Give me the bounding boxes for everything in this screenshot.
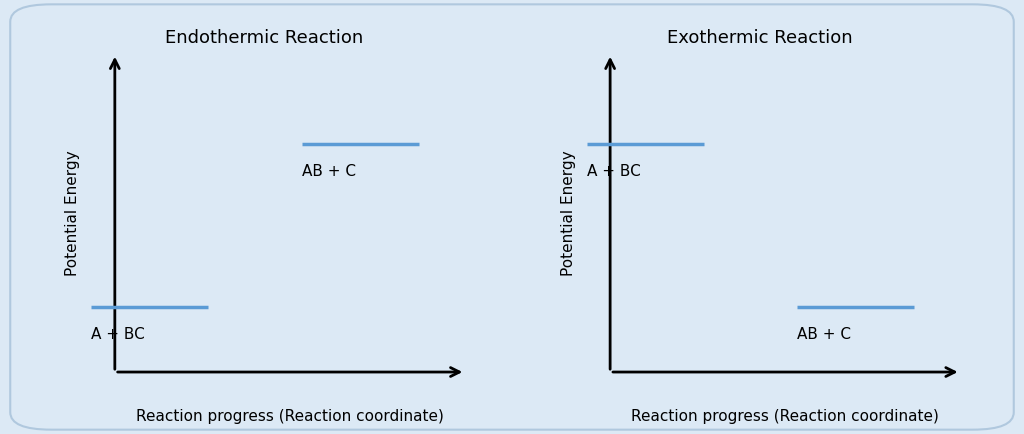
Text: A + BC: A + BC xyxy=(587,164,640,179)
Text: Endothermic Reaction: Endothermic Reaction xyxy=(165,30,364,47)
FancyBboxPatch shape xyxy=(31,13,498,421)
FancyBboxPatch shape xyxy=(526,13,993,421)
Text: A + BC: A + BC xyxy=(91,327,145,342)
Text: Reaction progress (Reaction coordinate): Reaction progress (Reaction coordinate) xyxy=(632,409,939,424)
Text: Potential Energy: Potential Energy xyxy=(560,150,575,276)
Text: AB + C: AB + C xyxy=(797,327,851,342)
Text: Potential Energy: Potential Energy xyxy=(66,150,80,276)
Text: Exothermic Reaction: Exothermic Reaction xyxy=(667,30,852,47)
Text: AB + C: AB + C xyxy=(302,164,355,179)
Text: Reaction progress (Reaction coordinate): Reaction progress (Reaction coordinate) xyxy=(136,409,444,424)
